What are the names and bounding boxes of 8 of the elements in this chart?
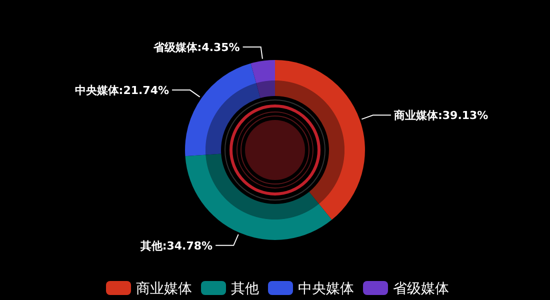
data-label: 其他:34.78%	[139, 239, 213, 252]
data-label: 商业媒体:39.13%	[392, 109, 488, 122]
legend-label: 商业媒体	[136, 281, 192, 297]
data-label: 中央媒体:21.74%	[74, 84, 170, 98]
legend-label: 中央媒体	[298, 281, 354, 297]
legend-label: 其他	[231, 281, 259, 297]
legend-label: 省级媒体	[393, 281, 449, 297]
data-label: 省级媒体:4.35%	[152, 40, 240, 54]
